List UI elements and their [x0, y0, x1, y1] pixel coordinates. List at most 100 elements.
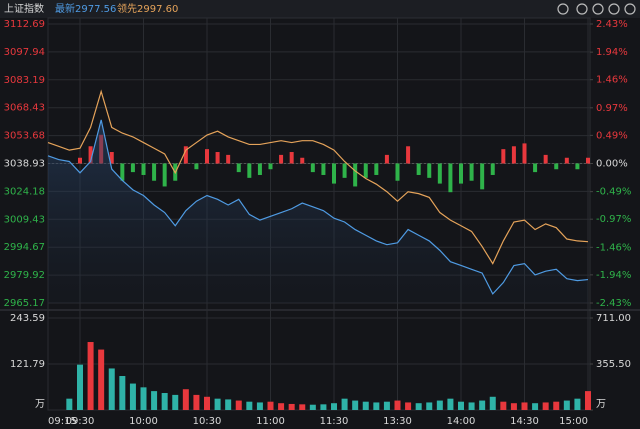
pressure-bar [427, 163, 432, 178]
volume-bar [373, 402, 380, 410]
pressure-bar [162, 163, 167, 187]
y-tick-label: 3038.93 [4, 159, 45, 170]
y-tick-label: 2994.67 [4, 242, 45, 253]
pressure-bar [289, 152, 294, 164]
y-tick-label: 3068.43 [4, 103, 45, 114]
legend-name: 领先 [117, 2, 137, 15]
y-tick-label: 3053.68 [4, 131, 45, 142]
volume-bar [119, 376, 126, 410]
y-tick-label: 3097.94 [4, 47, 45, 58]
y-tick-label: 3112.69 [4, 19, 45, 30]
pressure-bar [109, 152, 114, 164]
pressure-bar [395, 163, 400, 181]
x-tick-label: 11:30 [320, 416, 349, 427]
y-tick-label: 3009.43 [4, 214, 45, 225]
volume-y2-tick-label: 355.50 [596, 359, 631, 370]
volume-bar [87, 342, 94, 410]
pressure-bar [564, 157, 569, 164]
volume-tick-label: 243.59 [10, 313, 45, 324]
volume-bar [542, 402, 549, 410]
y2-tick-label: 0.00% [596, 159, 628, 170]
volume-bar [151, 391, 158, 410]
volume-y2-tick-label: 万 [596, 399, 606, 410]
pressure-bar [194, 163, 199, 170]
volume-bar [405, 402, 412, 410]
pressure-bar [130, 163, 135, 173]
volume-bar [500, 401, 507, 410]
pressure-bar [469, 163, 474, 181]
pressure-bar [384, 154, 389, 164]
pressure-bar [416, 163, 421, 175]
x-tick-label: 10:00 [129, 416, 158, 427]
volume-bar [225, 399, 232, 410]
volume-bar [447, 398, 454, 410]
y2-tick-label: -1.94% [596, 270, 631, 281]
volume-bar [214, 398, 221, 410]
price-area [48, 119, 588, 303]
pressure-bar [226, 154, 231, 164]
pressure-bar [575, 163, 580, 170]
legend-value: 2997.60 [137, 4, 178, 15]
icon-zoom-out[interactable] [608, 3, 620, 15]
pressure-bar [406, 146, 411, 164]
volume-bar [66, 398, 73, 410]
icon-settings[interactable] [624, 3, 636, 15]
volume-bar [235, 400, 242, 410]
y2-tick-label: -0.97% [596, 214, 631, 225]
pressure-bar [490, 163, 495, 175]
y2-tick-label: -0.49% [596, 187, 631, 198]
x-tick-label: 13:30 [383, 416, 412, 427]
volume-tick-label: 万 [35, 399, 45, 410]
volume-bar [267, 401, 274, 410]
y-tick-label: 3083.19 [4, 75, 45, 86]
y2-tick-label: 0.97% [596, 103, 628, 114]
pressure-bar [480, 163, 485, 190]
pressure-bar [310, 163, 315, 173]
pressure-bar [120, 163, 125, 181]
y2-tick-label: 1.94% [596, 47, 628, 58]
volume-bar [458, 401, 464, 410]
legend-entry: 最新2977.56 [55, 2, 116, 15]
volume-bar [309, 404, 316, 410]
pressure-bar [459, 163, 463, 184]
icon-help[interactable] [576, 3, 588, 15]
y-tick-label: 2979.92 [4, 270, 45, 281]
volume-tick-label: 121.79 [10, 359, 45, 370]
pressure-bar [501, 149, 506, 164]
icon-zoom-in[interactable] [592, 3, 604, 15]
header-bar [0, 0, 640, 18]
volume-bar [532, 403, 539, 410]
volume-bar [161, 393, 168, 410]
pressure-bar [215, 152, 220, 164]
pressure-bar [152, 163, 157, 181]
pressure-bar [183, 146, 188, 164]
volume-bar [415, 403, 422, 410]
y2-tick-label: 0.49% [596, 130, 628, 141]
volume-bar [108, 368, 115, 410]
legend-value: 2977.56 [75, 4, 116, 15]
x-tick-label: 09:30 [66, 416, 95, 427]
pressure-bar [141, 163, 146, 175]
volume-bar [585, 391, 591, 410]
chart-title: 上证指数 [4, 2, 44, 15]
pressure-bar [448, 163, 453, 193]
volume-bar [98, 349, 105, 410]
pressure-bar [437, 163, 442, 184]
legend-entry: 领先2997.60 [117, 2, 178, 15]
volume-bar [299, 404, 306, 410]
volume-bar [140, 387, 147, 410]
pressure-bar [522, 143, 527, 164]
volume-bar [489, 396, 496, 410]
volume-bar [288, 403, 295, 410]
x-tick-label: 14:00 [447, 416, 476, 427]
pressure-bar [236, 163, 241, 173]
volume-bar [394, 400, 401, 410]
volume-bar [129, 383, 136, 410]
volume-bar [341, 398, 348, 410]
pressure-bar [321, 163, 326, 175]
icon-switch[interactable] [557, 3, 569, 15]
y2-tick-label: -2.43% [596, 298, 631, 309]
pressure-bar [88, 146, 93, 164]
pressure-bar [247, 163, 252, 178]
